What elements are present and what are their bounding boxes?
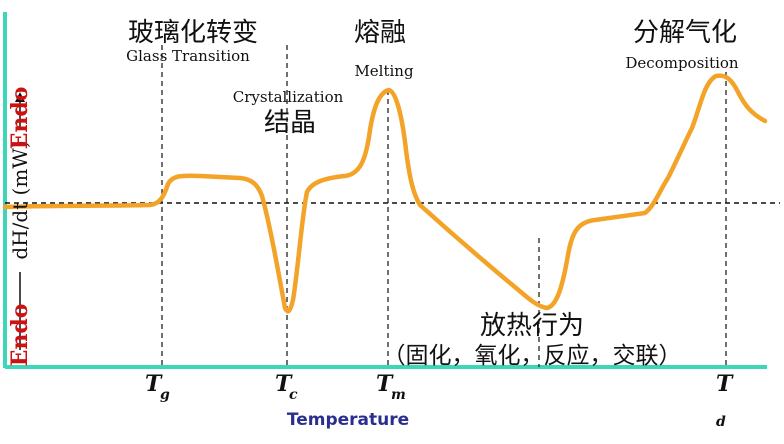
tick-tc-sub: c bbox=[289, 387, 298, 403]
endo-top-label: Endo bbox=[7, 87, 33, 150]
tick-tm-sub: m bbox=[391, 387, 406, 403]
endo-top-group: Endo bbox=[7, 87, 33, 150]
decomposition-en-label: Decomposition bbox=[625, 54, 739, 72]
glass-transition-cn-label: 玻璃化转变 bbox=[128, 18, 258, 48]
exothermic-detail-label: （固化，氧化，反应，交联） bbox=[383, 343, 682, 369]
tick-td-main: T bbox=[716, 371, 734, 397]
y-axis-label: dH/dt (mW) bbox=[8, 140, 32, 259]
endo-bottom-label: Endo bbox=[7, 304, 33, 367]
tick-td-sub: d bbox=[716, 414, 726, 430]
tick-tg-main: T bbox=[145, 371, 163, 397]
glass-transition-en-label: Glass Transition bbox=[126, 47, 250, 65]
melting-cn-label: 熔融 bbox=[354, 18, 406, 48]
y-axis-arrowhead bbox=[15, 92, 25, 102]
decomposition-cn-label: 分解气化 bbox=[633, 18, 737, 48]
tick-tm: T m bbox=[376, 371, 406, 403]
tick-tm-main: T bbox=[376, 371, 394, 397]
crystallization-en-label: Crystallization bbox=[233, 88, 344, 106]
dsc-curve bbox=[2, 73, 768, 314]
melting-en-label: Melting bbox=[354, 62, 414, 80]
tick-tc-main: T bbox=[275, 371, 293, 397]
x-axis-label: Temperature bbox=[287, 410, 409, 430]
tick-td: T d bbox=[716, 371, 734, 430]
tick-tg: T g bbox=[145, 371, 170, 403]
tick-tc: T c bbox=[275, 371, 298, 403]
exothermic-cn-label: 放热行为 bbox=[480, 311, 584, 341]
endo-bottom-group: Endo bbox=[7, 304, 33, 367]
tick-tg-sub: g bbox=[160, 387, 170, 403]
crystallization-cn-label: 结晶 bbox=[264, 108, 316, 138]
y-axis-label-group: dH/dt (mW) bbox=[8, 92, 32, 350]
